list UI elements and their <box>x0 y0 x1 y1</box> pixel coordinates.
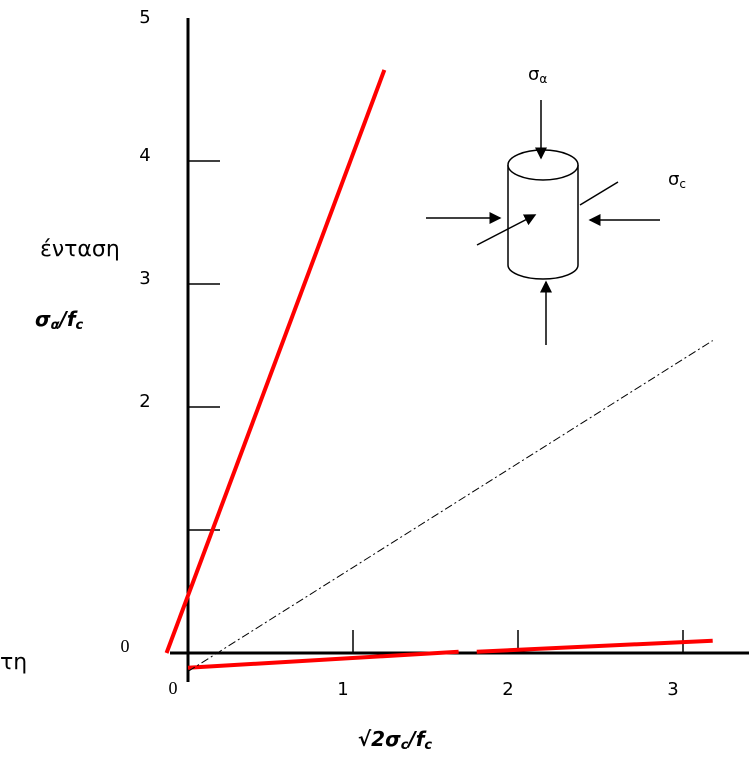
cut-text: ένταση <box>40 237 120 262</box>
series-line <box>187 649 459 670</box>
y-tick-label: 5 <box>139 7 150 28</box>
x-axis-label: √2σc/fc <box>358 727 433 753</box>
side-load-label: σc <box>668 169 686 191</box>
y-tick-label: 0 <box>121 636 130 656</box>
x-tick-label: 0 <box>169 678 178 698</box>
y-tick-label: 2 <box>139 391 150 412</box>
cut-text: τη <box>0 650 27 675</box>
y-tick-label: 4 <box>139 145 150 166</box>
y-tick-label: 3 <box>139 268 150 289</box>
series-line <box>476 638 713 654</box>
x-tick-label: 3 <box>667 679 678 700</box>
series-line <box>187 340 713 672</box>
x-tick-label: 2 <box>502 679 513 700</box>
x-tick-label: 1 <box>337 679 348 700</box>
specimen-diagram <box>426 100 660 345</box>
series-line <box>164 69 387 654</box>
top-load-label: σα <box>528 64 547 86</box>
y-axis-label: σα/fc <box>35 307 84 333</box>
